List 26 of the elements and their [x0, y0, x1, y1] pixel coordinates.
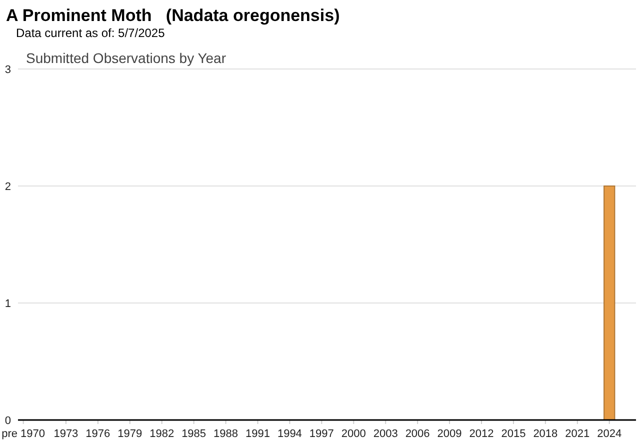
- x-tick-label: 1991: [246, 428, 270, 440]
- chart-title: A Prominent Moth (Nadata oregonensis): [6, 6, 340, 25]
- x-tick-label: 1979: [118, 428, 142, 440]
- x-tick-label: 1976: [86, 428, 110, 440]
- text: Data current as of: 5/7/2025: [16, 26, 166, 40]
- x-tick-label: 2006: [405, 428, 430, 440]
- x-tick-label: 2018: [533, 428, 558, 440]
- x-tick-label: 2009: [437, 428, 462, 440]
- x-tick-label: 1985: [182, 428, 206, 440]
- chart-subtitle: Submitted Observations by Year: [26, 50, 226, 66]
- x-tick-label: 1994: [277, 428, 302, 440]
- x-tick-label: 1973: [54, 428, 78, 440]
- y-tick-label: 2: [4, 181, 11, 193]
- x-tick-label: pre 1970: [2, 428, 46, 440]
- x-tick-label: 2015: [501, 428, 526, 440]
- x-tick-label: 2024: [597, 428, 622, 440]
- y-tick-label: 3: [4, 64, 11, 76]
- x-tick-label: 1988: [214, 428, 238, 440]
- x-tick-label: 1997: [309, 428, 334, 440]
- x-tick-label: 1982: [150, 428, 174, 440]
- x-tick-label: 2012: [469, 428, 494, 440]
- x-tick-label: 2000: [341, 428, 366, 440]
- x-tick-label: 2021: [565, 428, 590, 440]
- x-tick-label: 2003: [373, 428, 398, 440]
- y-tick-label: 0: [4, 415, 11, 427]
- y-tick-label: 1: [4, 298, 11, 310]
